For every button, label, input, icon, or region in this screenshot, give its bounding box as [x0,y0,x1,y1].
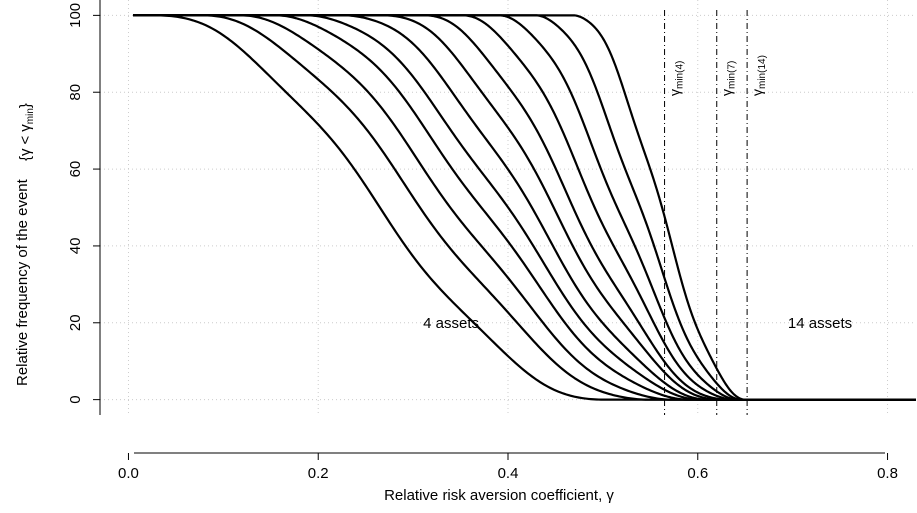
curve-9 [133,14,916,401]
y-tick-label-1: 20 [67,314,84,331]
y-axis-event-min-sub: min [25,108,36,124]
y-tick-label-5: 100 [67,3,84,28]
y-axis-title: Relative frequency of the event [14,178,31,386]
y-tick-label-3: 60 [67,161,84,178]
vertical-reference-lines: γmin(4) γmin(7) γmin(14) [664,10,768,415]
curve-2 [133,14,916,401]
curve-7 [133,14,916,401]
y-tick-label-4: 80 [67,84,84,101]
curve-10 [133,14,916,401]
y-axis-event-close: } [17,103,34,108]
curve-0 [133,14,916,401]
y-axis-event-lt: < [17,135,34,144]
curve-8 [133,14,916,401]
curve-3 [133,14,916,401]
annotations: 4 assets 14 assets [423,315,852,332]
svg-text:{γ<γmin}: {γ<γmin} [17,103,36,161]
curve-4 [133,14,916,401]
curve-11 [133,14,916,401]
curve-5 [133,14,916,401]
curve-1 [133,14,916,401]
annotation-0: 4 assets [423,315,479,332]
ticks: 0.0 0.2 0.4 0.6 0.8 0 20 40 60 80 100 [67,3,898,482]
axes [99,0,885,454]
annotation-1: 14 assets [788,315,852,332]
vline-label-0: γmin(4) [667,61,686,96]
curves [133,14,916,401]
y-tick-label-0: 0 [67,395,84,403]
y-axis-title-main: Relative frequency of the event [14,178,31,386]
y-axis-event-label: {γ<γmin} [17,103,36,161]
y-axis-event-open: { [17,156,34,161]
x-tick-label-0: 0.0 [118,465,139,482]
curve-6 [133,14,916,401]
x-tick-label-2: 0.4 [498,465,519,482]
x-tick-label-4: 0.8 [877,465,898,482]
x-tick-label-3: 0.6 [687,465,708,482]
x-tick-label-1: 0.2 [308,465,329,482]
x-axis-title: Relative risk aversion coefficient, γ [384,487,614,504]
y-tick-label-2: 40 [67,238,84,255]
vline-label-1: γmin(7) [719,61,738,96]
y-axis-event-gamma: γ [17,148,34,156]
vline-label-2: γmin(14) [749,55,768,96]
y-axis-event-gamma-min: γ [17,124,34,132]
